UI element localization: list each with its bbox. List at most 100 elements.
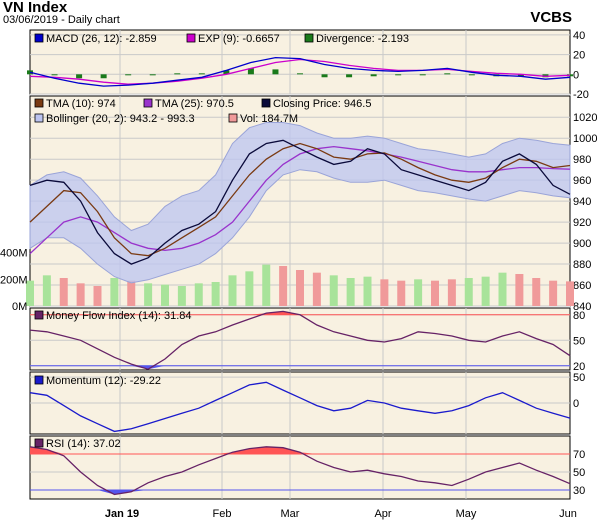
macd-panel-tick-label: -20 [573, 89, 589, 101]
x-axis-label: Apr [374, 508, 391, 520]
legend-label-tma10: TMA (10): 974 [46, 98, 116, 110]
volume-bar [245, 271, 254, 306]
legend-swatch-mfi [34, 310, 44, 320]
macd-panel-tick-label: 0 [573, 69, 579, 81]
legend-label-close: Closing Price: 946.5 [273, 98, 371, 110]
volume-bar [515, 274, 524, 306]
macd-divergence-bar [444, 73, 451, 75]
tma10-line [29, 142, 571, 257]
volume-bar [481, 276, 490, 306]
volume-bar [329, 275, 338, 306]
volume-bar [144, 283, 153, 306]
mfi-panel-tick-label: 20 [573, 361, 585, 373]
legend-swatch-mom [34, 375, 44, 385]
macd-panel-tick-label: 40 [573, 30, 585, 42]
legend-label-tma25: TMA (25): 970.5 [155, 98, 234, 110]
momentum-panel-line [29, 381, 571, 433]
volume-bar [431, 280, 439, 306]
legend-swatch-close [261, 98, 271, 108]
price-panel-tick-label: 880 [573, 259, 591, 271]
legend-label-exp: EXP (9): -0.6657 [198, 33, 280, 45]
macd-exp-line [29, 58, 571, 85]
volume-tick-label: 200M [0, 274, 28, 286]
volume-bar [127, 280, 136, 306]
volume-bar [177, 286, 186, 306]
volume-bar [161, 284, 169, 306]
macd-divergence-bar [223, 70, 230, 75]
volume-bar [549, 280, 558, 306]
legend-swatch-tma10 [34, 98, 44, 108]
volume-bar [397, 280, 406, 306]
macd-divergence-bar [395, 74, 402, 76]
price-panel-tick-label: 1020 [573, 112, 597, 124]
mfi-panel-tick-label: 50 [573, 335, 585, 347]
volume-bar [228, 275, 237, 306]
volume-tick-label: 400M [0, 248, 28, 260]
volume-bar [110, 278, 119, 306]
chart-title: VN Index [3, 0, 68, 16]
rsi-panel-tick-label: 50 [573, 467, 585, 479]
macd-divergence-bar [100, 74, 107, 79]
legend-swatch-vol_down [228, 113, 238, 123]
macd-divergence-bar [321, 74, 328, 78]
volume-bar [532, 278, 541, 306]
volume-bar [566, 281, 574, 306]
rsi-panel-line [29, 446, 571, 496]
momentum-panel-tick-label: 0 [573, 398, 579, 410]
closing-price-line [29, 139, 571, 265]
volume-bar [363, 276, 372, 306]
volume-bar [464, 278, 473, 306]
legend-swatch-tma25 [143, 98, 153, 108]
volume-bar [498, 272, 507, 306]
macd-divergence-bar [174, 73, 181, 75]
chart-source: VCBS [530, 9, 572, 26]
volume-tick-label: 0M [12, 301, 27, 313]
volume-bar [262, 264, 271, 306]
macd-panel-tick-label: 20 [573, 50, 585, 62]
legend-swatch-div [304, 33, 314, 43]
macd-divergence-bar [51, 74, 58, 76]
tma25-line [29, 145, 571, 255]
legend-label-band: Bollinger (20, 2): 943.2 - 993.3 [46, 113, 195, 125]
macd-divergence-bar [247, 68, 254, 75]
legend-label-vol_down: Vol: 184.7M [240, 113, 298, 125]
x-axis-label: Feb [213, 508, 232, 520]
volume-bar [380, 279, 389, 306]
legend-label-macd: MACD (26, 12): -2.859 [46, 33, 157, 45]
volume-bar [414, 279, 423, 306]
rsi-panel-tick-label: 70 [573, 449, 585, 461]
volume-bar [296, 270, 304, 306]
macd-line [29, 56, 571, 87]
rsi-panel-tick-label: 30 [573, 485, 585, 497]
macd-divergence-bar [370, 74, 377, 77]
macd-divergence-bar [125, 74, 132, 76]
macd-divergence-bar [198, 73, 205, 75]
mfi-panel-line [29, 310, 571, 370]
legend-swatch-macd [34, 33, 44, 43]
price-panel-tick-label: 920 [573, 217, 591, 229]
legend-label-rsi: RSI (14): 37.02 [46, 438, 121, 450]
macd-divergence-bar [419, 74, 426, 76]
volume-bar [346, 278, 355, 306]
price-panel-tick-label: 840 [573, 301, 591, 313]
chart-subtitle: 03/06/2019 - Daily chart [3, 14, 120, 26]
macd-divergence-bar [468, 74, 475, 76]
volume-bar [279, 266, 288, 306]
mfi-panel-tick-label: 80 [573, 310, 585, 322]
volume-bar [76, 283, 85, 306]
volume-bar [93, 286, 102, 306]
price-panel-tick-label: 1000 [573, 133, 597, 145]
legend-swatch-rsi [34, 438, 44, 448]
macd-divergence-bar [149, 74, 156, 76]
volume-bar [26, 280, 34, 306]
x-axis-label: Jun [559, 508, 577, 520]
legend-label-div: Divergence: -2.193 [316, 33, 409, 45]
macd-divergence-bar [517, 74, 524, 77]
legend-swatch-band [34, 113, 44, 123]
macd-divergence-bar [346, 74, 353, 78]
price-panel-tick-label: 960 [573, 175, 591, 187]
price-panel-tick-label: 980 [573, 154, 591, 166]
momentum-panel-tick-label: 50 [573, 372, 585, 384]
x-axis-label: Jan 19 [105, 508, 139, 520]
